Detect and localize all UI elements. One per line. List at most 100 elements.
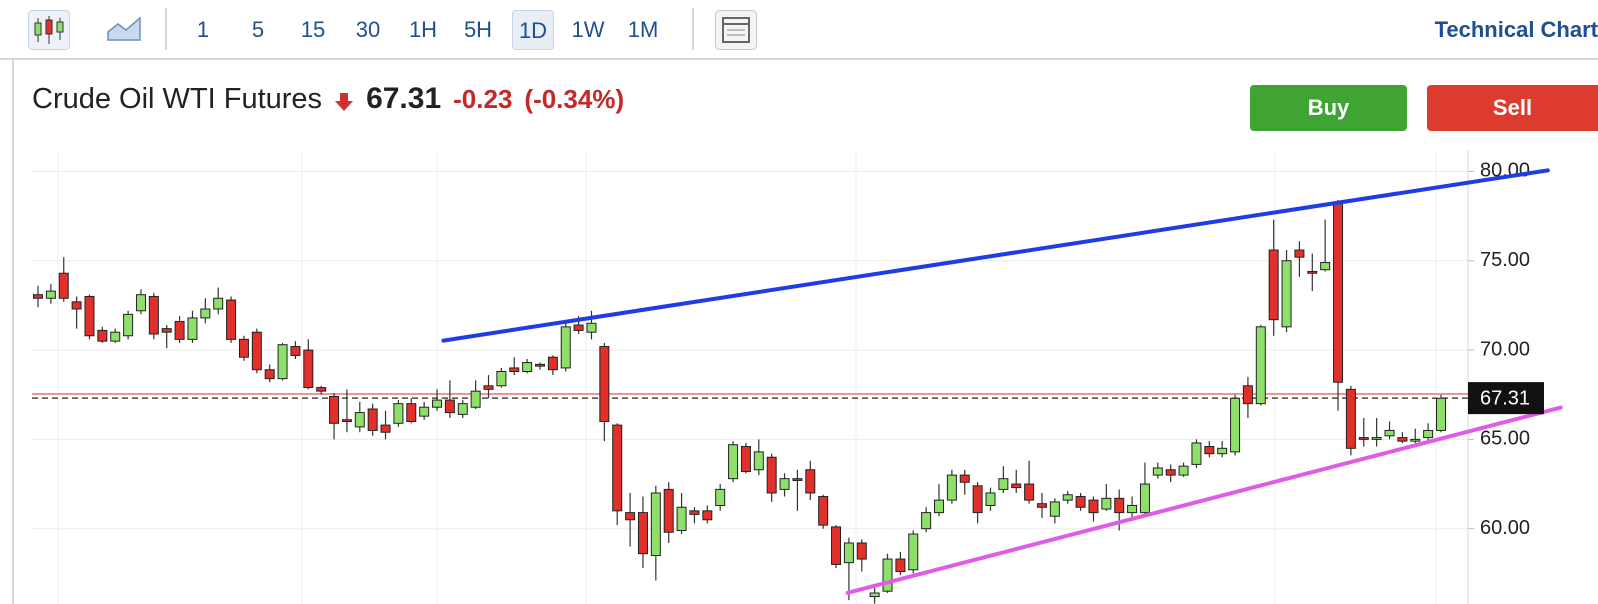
candle-body [148,295,159,335]
candle-body [586,322,597,333]
candle-body [1075,496,1086,508]
instrument-name: Crude Oil WTI Futures [32,83,323,115]
candle-body [818,496,829,526]
candle-body [419,406,430,417]
separator [165,8,167,50]
candle-body [1230,397,1241,453]
candle-body [676,506,687,531]
candle-body [470,390,481,408]
candle-body [985,492,996,506]
candle-body [1333,203,1344,383]
candle-body [689,510,700,515]
price-change-percent: (-0.34%) [524,84,625,114]
candle-body [702,510,713,521]
candles-icon[interactable] [28,10,70,50]
candle-body [444,399,455,414]
separator [692,8,694,50]
interval-button[interactable]: 15 [300,17,326,42]
candle-body [97,329,108,342]
candle-body [663,488,674,533]
candle-body [715,488,726,506]
candle-body [792,478,803,481]
candle-body [187,317,198,340]
interval-button[interactable]: 5H [463,17,493,42]
layout-icon[interactable] [715,10,757,50]
price-change: -0.23 [453,84,513,114]
candle-body [637,512,648,555]
last-price-tag-label: 67.31 [1480,387,1530,409]
candle-body [612,424,623,512]
candle-body [1204,446,1215,455]
candle-body [1036,503,1047,508]
candle-body [1268,249,1279,321]
candle-body [547,356,558,371]
candle-body [380,424,391,433]
candle-body [869,592,880,598]
candle-body [174,320,185,340]
candle-body [1049,501,1060,517]
candle-body [728,444,739,480]
candle-body [1307,270,1318,274]
candle-body [895,558,906,573]
trendline [441,168,1550,343]
candle-body [341,419,352,423]
candle-body [483,385,494,390]
candle-body [779,478,790,490]
interval-button[interactable]: 1 [196,17,210,42]
interval-button[interactable]: 1W [571,17,605,42]
candle-body [766,456,777,494]
y-tick-label: 75.00 [1480,249,1530,271]
candle-body [599,345,610,423]
candle-body [1165,469,1176,476]
candle-body [432,399,443,408]
candle-body [560,326,571,369]
candle-body [290,345,301,356]
candle-body [1397,437,1408,442]
candle-body [1062,494,1073,501]
interval-button[interactable]: 5 [251,17,265,42]
candle-body [573,324,584,331]
interval-button[interactable]: 30 [355,17,381,42]
candle-body [135,294,146,312]
candle-body [1011,483,1022,489]
candle-body [367,408,378,431]
candle-body [406,403,417,423]
candle-body [58,272,69,299]
buy-button[interactable]: Buy [1250,85,1407,131]
candle-body [84,295,95,337]
area-icon[interactable] [106,14,142,44]
interval-button[interactable]: 1M [627,17,659,42]
candle-body [1242,385,1253,405]
candle-body [1152,467,1163,476]
candle-body [303,349,314,389]
down-arrow [335,93,354,111]
candle-body [1384,429,1395,437]
technical-chart-link[interactable]: Technical Chart [1434,17,1598,42]
candle-body [226,299,237,340]
candle-body [71,301,82,310]
candle-body [238,338,249,358]
last-price: 67.31 [366,82,442,115]
interval-button[interactable]: 1D [512,10,554,50]
candle-body [1358,437,1369,440]
y-tick-label: 60.00 [1480,517,1530,539]
candle-body [534,363,545,367]
candle-body [45,290,56,299]
candle-body [1281,260,1292,328]
candle-body [831,526,842,565]
candle-body [509,367,520,373]
candle-body [1114,497,1125,514]
candle-body [1217,447,1228,455]
sell-button[interactable]: Sell [1427,85,1598,131]
candle-body [1088,499,1099,514]
candle-body [200,308,211,319]
candle-body [856,542,867,560]
candle-body [1191,442,1202,465]
frame-border [12,60,14,604]
candle-body [805,469,816,494]
candle-body [522,362,533,372]
candle-body [1101,497,1112,510]
candle-body [843,542,854,564]
candle-body [213,297,224,310]
interval-button[interactable]: 1H [408,17,438,42]
